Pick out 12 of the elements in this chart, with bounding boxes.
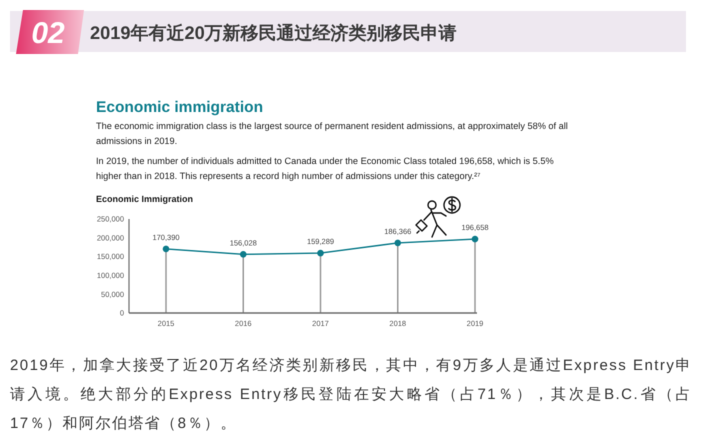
text: 02: [31, 17, 65, 50]
point: [240, 251, 247, 258]
text: Economic immigration: [96, 99, 264, 116]
text: In 2019, the number of individuals admitted to Canada under the Economic Class totaled 196,658, which is 5.5% higher than in 2018. This represents a record high number of admissions under this category.²⁷: [96, 155, 555, 183]
text: 2019年，加拿大接受了近20万名经济类别新移民，其中，有9万多人是通过Express Entry申请入境。绝大部分的Express Entry移民登陆在安大略省（占71％），其次是B.C.省（占17％）和阿尔伯塔省（8％）。: [10, 356, 692, 434]
text: The economic immigration class is the largest source of permanent resident admissions, at approximately 58% of all admissions in 2019.: [96, 120, 569, 148]
point: [162, 246, 170, 252]
point: [472, 236, 478, 242]
point: [394, 240, 402, 246]
point: [317, 250, 324, 256]
chart-title: Economic Immigration: [96, 194, 194, 204]
text: 2019年有近20万新移民通过经济类别移民申请: [90, 23, 457, 43]
